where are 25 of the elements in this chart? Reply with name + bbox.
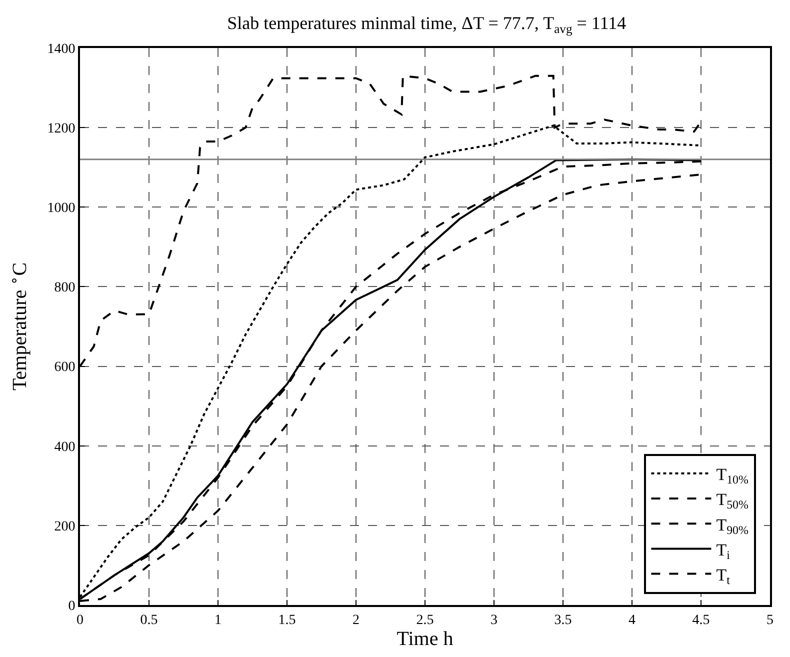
x-tick-label: 2 [352,612,360,628]
x-tick-label: 5 [766,612,774,628]
y-tick-label: 1000 [47,201,76,216]
legend-label: T$_{t}$ [716,565,731,588]
legend-label: T$_{90%}$ [716,515,748,537]
x-tick-label: 1 [214,612,222,628]
y-tick-label: 200 [54,519,76,534]
y-tick-label: 600 [54,360,76,376]
legend-label: T$_{i}$ [716,540,731,562]
x-axis-title: Time h [396,628,454,650]
y-tick-label: 0 [68,598,76,614]
x-tick-label: 4 [628,612,636,628]
x-tick-label: 4.5 [692,612,710,628]
legend-label: T$_{50%}$ [716,490,748,512]
legend-label: T$_{10%}$ [716,465,748,487]
x-tick-label: 3 [490,612,498,628]
y-tick-label: 1200 [47,121,76,136]
y-tick-label: 400 [54,440,76,455]
x-tick-label: 2.5 [416,612,434,628]
x-tick-label: 3.5 [554,612,572,628]
x-tick-label: 1.5 [278,612,296,628]
y-tick-label: 1400 [47,42,76,57]
x-tick-label: 0.5 [140,612,158,628]
chart-title: Slab temperatures minmal time, ΔT = 77.7, T$_{avg}$ = 1114 [227,13,626,36]
y-tick-label: 800 [54,280,76,296]
